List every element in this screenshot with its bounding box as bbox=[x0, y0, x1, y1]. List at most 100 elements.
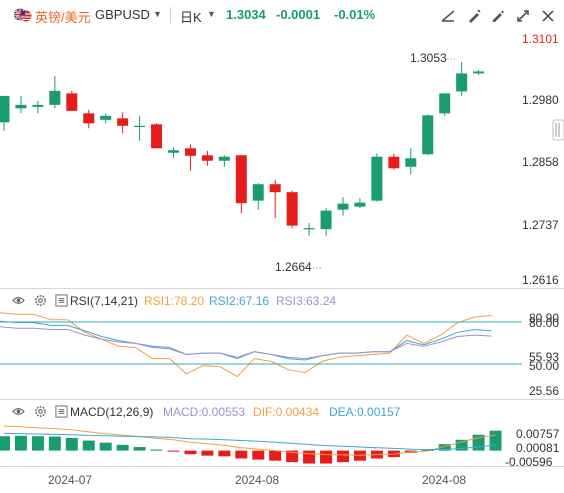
macd-title: MACD(12,26,9) bbox=[70, 405, 154, 419]
macd-bar bbox=[14, 435, 27, 451]
x-axis-label: 2024-07 bbox=[48, 473, 92, 487]
high-annotation: 1.3053 bbox=[410, 51, 447, 65]
price-axis-label: 1.2616 bbox=[522, 273, 559, 287]
macd-bar bbox=[201, 450, 214, 456]
candle-body bbox=[117, 118, 129, 126]
candle-body bbox=[201, 155, 213, 161]
candle-body bbox=[15, 104, 27, 109]
menu-icon[interactable] bbox=[55, 294, 68, 307]
edit-icon[interactable] bbox=[489, 7, 507, 25]
rsi-axis-label: 55.93 bbox=[529, 350, 559, 364]
macd-bar bbox=[0, 436, 10, 451]
macd-bar bbox=[489, 430, 502, 451]
candle-body bbox=[473, 71, 485, 74]
macd-axis-label: 0.00757 bbox=[516, 427, 560, 441]
symbol-code[interactable]: GBPUSD bbox=[95, 7, 150, 22]
candle-body bbox=[303, 228, 315, 230]
macd-bar bbox=[438, 444, 451, 451]
macd-bar bbox=[48, 436, 61, 451]
rsi-axis-label: 80.90 bbox=[529, 311, 559, 325]
macd-bar bbox=[269, 450, 282, 461]
toolbar: 英镑/美元 GBPUSD ▼ 日K ▼ 1.3034 -0.0001 -0.01… bbox=[0, 0, 564, 30]
rsi-line-rsi2 bbox=[0, 320, 492, 361]
rsi2-value: RSI2:67.16 bbox=[209, 294, 270, 308]
candle-body bbox=[252, 184, 264, 201]
price-change: -0.0001 bbox=[276, 7, 321, 22]
candle-body bbox=[320, 210, 332, 230]
price-axis-label: 1.2858 bbox=[522, 155, 559, 169]
candle-body bbox=[405, 158, 417, 167]
macd-bar bbox=[337, 450, 349, 463]
candle-body bbox=[100, 115, 112, 120]
eye-icon[interactable] bbox=[12, 294, 25, 307]
price-axis-label: 1.3101 bbox=[522, 32, 559, 46]
price-axis-label: 1.2737 bbox=[522, 218, 559, 232]
rsi-axis-label: 50.00 bbox=[529, 359, 559, 373]
candle-body bbox=[337, 203, 349, 210]
candle-body bbox=[168, 150, 179, 153]
candle-body bbox=[371, 156, 383, 201]
macd-bar bbox=[116, 444, 129, 451]
toolbar-divider bbox=[170, 7, 171, 23]
symbol-dropdown-icon[interactable]: ▼ bbox=[153, 9, 162, 19]
rsi-series bbox=[0, 312, 492, 378]
rsi1-value: RSI1:78.20 bbox=[144, 294, 205, 308]
gear-icon[interactable] bbox=[34, 294, 47, 307]
dea-value: DEA:0.00157 bbox=[329, 405, 401, 419]
candle-body bbox=[269, 184, 281, 193]
gear-icon[interactable] bbox=[34, 405, 47, 418]
candlestick-series bbox=[0, 61, 485, 237]
expand-icon[interactable] bbox=[514, 7, 532, 25]
macd-bar bbox=[184, 450, 197, 455]
uk-us-flag-icon bbox=[14, 8, 32, 22]
macd-line-dif bbox=[3, 425, 496, 456]
macd-axis-label: 0.00081 bbox=[516, 441, 560, 455]
last-price: 1.3034 bbox=[226, 7, 266, 22]
macd-bar bbox=[421, 449, 434, 451]
candle-body bbox=[66, 93, 78, 111]
high-annotation-dots: ⋯ bbox=[446, 54, 456, 65]
macd-bar bbox=[82, 440, 95, 451]
rsi3-value: RSI3:63.24 bbox=[276, 294, 337, 308]
macd-line-dea bbox=[3, 432, 496, 450]
dif-value: DIF:0.00434 bbox=[253, 405, 320, 419]
macd-value: MACD:0.00553 bbox=[163, 405, 246, 419]
x-axis-label: 2024-08 bbox=[422, 473, 466, 487]
rsi-axis-label: 25.56 bbox=[529, 384, 559, 398]
candle-body bbox=[422, 115, 434, 155]
price-axis: 1.3101 1.2980 1.2858 1.2737 1.2616 bbox=[522, 32, 559, 287]
macd-bar bbox=[99, 442, 112, 451]
candle-body bbox=[184, 148, 196, 156]
close-icon[interactable] bbox=[539, 7, 557, 25]
candle-body bbox=[49, 90, 61, 105]
low-annotation-dots: ⋯ bbox=[312, 263, 322, 274]
candle-body bbox=[0, 95, 10, 123]
candle-body bbox=[286, 192, 298, 226]
candle-body bbox=[235, 155, 247, 204]
candle-body bbox=[83, 113, 95, 124]
macd-bar bbox=[320, 450, 333, 464]
macd-bar bbox=[252, 450, 265, 460]
macd-bar bbox=[31, 436, 44, 451]
indicator-settings-icon[interactable] bbox=[439, 7, 457, 25]
draw-tool-icon[interactable] bbox=[465, 7, 483, 25]
macd-bar bbox=[303, 450, 316, 464]
rsi-line-rsi3 bbox=[0, 326, 492, 360]
macd-bar bbox=[65, 438, 78, 451]
candle-body bbox=[134, 125, 146, 128]
macd-bar bbox=[235, 450, 248, 459]
candle-body bbox=[218, 156, 230, 161]
macd-bar bbox=[455, 439, 468, 451]
period-dropdown-icon[interactable]: ▼ bbox=[207, 9, 216, 19]
macd-axis-label: -0.00596 bbox=[505, 455, 553, 469]
symbol-name[interactable]: 英镑/美元 bbox=[35, 10, 91, 25]
price-change-percent: -0.01% bbox=[334, 7, 376, 22]
macd-bar bbox=[167, 450, 180, 452]
menu-icon[interactable] bbox=[55, 405, 68, 418]
panel-toggle-icon[interactable] bbox=[552, 119, 564, 141]
period-selector[interactable]: 日K bbox=[180, 10, 202, 25]
macd-series bbox=[0, 425, 502, 464]
candle-body bbox=[388, 156, 400, 169]
eye-icon[interactable] bbox=[12, 405, 25, 418]
